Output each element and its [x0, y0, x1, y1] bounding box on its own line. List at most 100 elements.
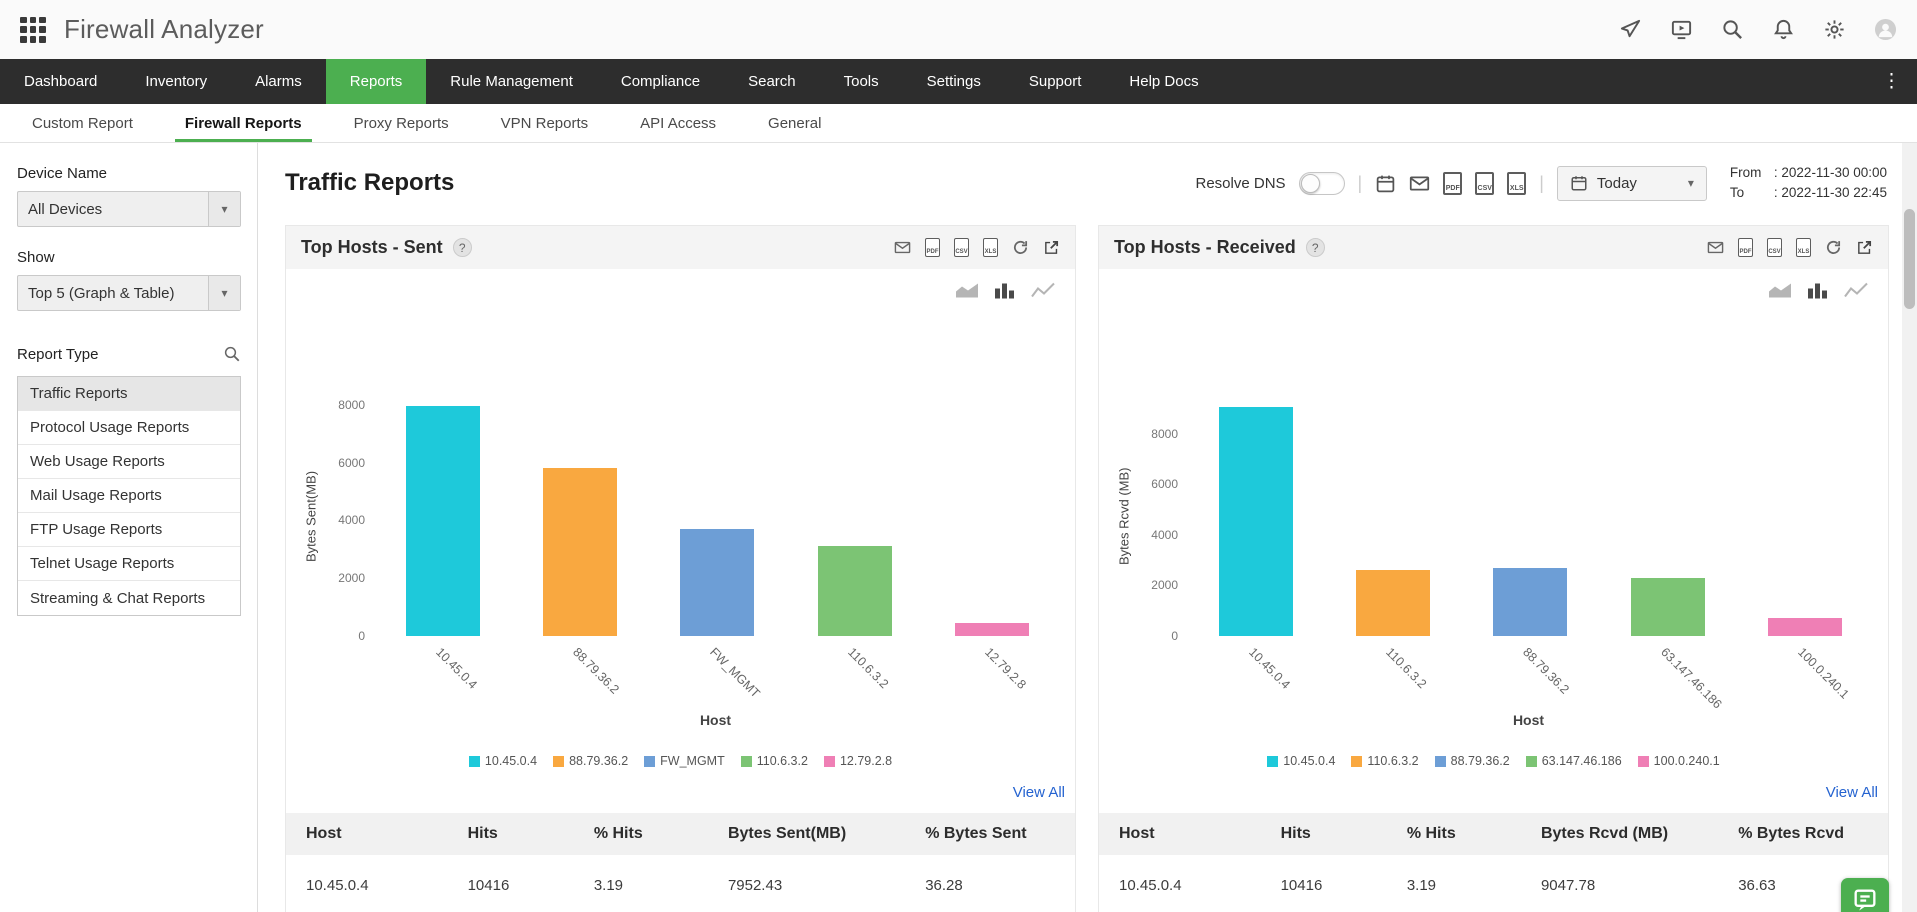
- nav-item-tools[interactable]: Tools: [843, 73, 879, 90]
- bar-12-79-2-8[interactable]: 12.79.2.8: [955, 623, 1030, 692]
- report-type-ftp-usage-reports[interactable]: FTP Usage Reports: [18, 513, 240, 547]
- settings-gear-icon[interactable]: [1823, 18, 1846, 41]
- export-xls-icon[interactable]: XLS: [1796, 238, 1811, 257]
- subnav-item-proxy-reports[interactable]: Proxy Reports: [353, 114, 449, 132]
- csv-label: CSV: [1768, 249, 1781, 255]
- legend-item-12-79-2-8[interactable]: 12.79.2.8: [823, 754, 892, 768]
- refresh-icon[interactable]: [1012, 239, 1029, 256]
- nav-item-reports[interactable]: Reports: [325, 59, 427, 104]
- subnav-item-general[interactable]: General: [768, 114, 822, 132]
- export-pdf-icon[interactable]: PDF: [1738, 238, 1753, 257]
- export-csv-icon[interactable]: CSV: [1475, 171, 1495, 195]
- view-all-link[interactable]: View All: [1012, 784, 1065, 801]
- y-tick-label: 4000: [338, 513, 365, 528]
- export-pdf-icon[interactable]: PDF: [925, 238, 940, 257]
- separator: |: [1357, 172, 1363, 193]
- subnav-item-vpn-reports[interactable]: VPN Reports: [500, 114, 589, 132]
- nav-item-rule-management[interactable]: Rule Management: [450, 73, 573, 90]
- export-pdf-icon[interactable]: PDF: [1443, 171, 1463, 195]
- scrollbar-thumb[interactable]: [1904, 209, 1915, 309]
- nav-item-search[interactable]: Search: [748, 73, 796, 90]
- open-in-new-icon[interactable]: [1043, 239, 1060, 256]
- export-xls-icon[interactable]: XLS: [1507, 171, 1527, 195]
- report-type-streaming-chat-reports[interactable]: Streaming & Chat Reports: [30, 589, 206, 607]
- legend-swatch: [1351, 755, 1363, 767]
- page-title: Traffic Reports: [285, 169, 455, 196]
- legend-item-88-79-36-2[interactable]: 88.79.36.2: [1434, 754, 1510, 768]
- line-chart-icon[interactable]: [1031, 282, 1055, 299]
- report-type-traffic-reports[interactable]: Traffic Reports: [18, 377, 240, 411]
- nav-overflow-kebab-icon[interactable]: ⋮: [1882, 71, 1901, 92]
- legend-item-63-147-46-186[interactable]: 63.147.46.186: [1525, 754, 1622, 768]
- bar-110-6-3-2[interactable]: 110.6.3.2: [817, 546, 892, 691]
- report-type-search-icon[interactable]: [223, 345, 241, 363]
- notifications-bell-icon[interactable]: [1772, 18, 1795, 41]
- bar-chart-icon[interactable]: [1806, 282, 1830, 299]
- resolve-dns-toggle[interactable]: [1298, 171, 1345, 195]
- chevron-down-icon[interactable]: ▾: [208, 192, 240, 226]
- host-link[interactable]: 10.45.0.4: [1099, 855, 1273, 912]
- user-avatar[interactable]: [1874, 18, 1897, 41]
- report-type-mail-usage-reports[interactable]: Mail Usage Reports: [18, 479, 240, 513]
- nav-item-settings[interactable]: Settings: [926, 73, 981, 90]
- help-icon[interactable]: ?: [1305, 238, 1325, 257]
- subnav-item-api-access[interactable]: API Access: [640, 114, 717, 132]
- view-all-link[interactable]: View All: [1825, 784, 1878, 801]
- chevron-down-icon[interactable]: ▾: [208, 276, 240, 310]
- legend-item-10-45-0-4[interactable]: 10.45.0.4: [1267, 754, 1335, 768]
- report-type-protocol-usage-reports[interactable]: Protocol Usage Reports: [18, 411, 240, 445]
- email-report-icon[interactable]: [1707, 239, 1724, 256]
- bar-63-147-46-186[interactable]: 63.147.46.186: [1630, 577, 1724, 711]
- legend-item-88-79-36-2[interactable]: 88.79.36.2: [553, 754, 628, 768]
- area-chart-icon[interactable]: [1768, 282, 1792, 299]
- bar-88-79-36-2[interactable]: 88.79.36.2: [1493, 567, 1572, 697]
- app-title: Firewall Analyzer: [64, 14, 264, 44]
- bar-88-79-36-2[interactable]: 88.79.36.2: [543, 468, 622, 697]
- legend-item-110-6-3-2[interactable]: 110.6.3.2: [740, 754, 808, 768]
- vertical-scrollbar[interactable]: [1902, 143, 1917, 912]
- report-type-telnet-usage-reports[interactable]: Telnet Usage Reports: [18, 547, 240, 581]
- chevron-down-icon: ▾: [1687, 176, 1694, 190]
- subnav-item-custom-report[interactable]: Custom Report: [32, 114, 133, 132]
- toggle-knob[interactable]: [1300, 173, 1320, 193]
- help-icon[interactable]: ?: [452, 238, 472, 257]
- bar-100-0-240-1[interactable]: 100.0.240.1: [1768, 618, 1852, 702]
- nav-item-dashboard[interactable]: Dashboard: [24, 73, 98, 90]
- legend-item-110-6-3-2[interactable]: 110.6.3.2: [1351, 754, 1419, 768]
- export-csv-icon[interactable]: CSV: [954, 238, 969, 257]
- nav-item-inventory[interactable]: Inventory: [145, 73, 208, 90]
- schedule-calendar-icon[interactable]: [1375, 173, 1396, 194]
- legend-item-10-45-0-4[interactable]: 10.45.0.4: [468, 754, 537, 768]
- support-chat-button[interactable]: [1841, 878, 1889, 912]
- device-select[interactable]: All Devices ▾: [17, 191, 241, 227]
- bar-10-45-0-4[interactable]: 10.45.0.4: [405, 406, 480, 692]
- bar-110-6-3-2[interactable]: 110.6.3.2: [1356, 570, 1431, 691]
- email-report-icon[interactable]: [1409, 173, 1430, 194]
- getting-started-rocket-icon[interactable]: [1619, 18, 1642, 41]
- legend-item-100-0-240-1[interactable]: 100.0.240.1: [1637, 754, 1720, 768]
- open-in-new-icon[interactable]: [1856, 239, 1873, 256]
- report-type-web-usage-reports[interactable]: Web Usage Reports: [18, 445, 240, 479]
- bar-fw-mgmt[interactable]: FW_MGMT: [680, 529, 763, 701]
- refresh-icon[interactable]: [1825, 239, 1842, 256]
- show-select[interactable]: Top 5 (Graph & Table) ▾: [17, 275, 241, 311]
- email-report-icon[interactable]: [894, 239, 911, 256]
- legend-swatch: [1525, 755, 1537, 767]
- period-select[interactable]: Today ▾: [1556, 165, 1707, 201]
- nav-item-support[interactable]: Support: [1028, 73, 1082, 90]
- apps-grid-icon[interactable]: [20, 16, 46, 43]
- bar-chart-icon[interactable]: [993, 282, 1017, 299]
- export-xls-icon[interactable]: XLS: [983, 238, 998, 257]
- area-chart-icon[interactable]: [955, 282, 979, 299]
- host-link[interactable]: 10.45.0.4: [286, 855, 460, 912]
- subnav-item-firewall-reports[interactable]: Firewall Reports: [159, 104, 328, 142]
- bar-10-45-0-4[interactable]: 10.45.0.4: [1218, 407, 1293, 692]
- nav-item-alarms[interactable]: Alarms: [255, 73, 302, 90]
- nav-item-help-docs[interactable]: Help Docs: [1129, 73, 1199, 90]
- export-csv-icon[interactable]: CSV: [1767, 238, 1782, 257]
- line-chart-icon[interactable]: [1844, 282, 1868, 299]
- nav-item-compliance[interactable]: Compliance: [620, 73, 701, 90]
- global-search-icon[interactable]: [1721, 18, 1744, 41]
- legend-item-fw-mgmt[interactable]: FW_MGMT: [644, 754, 725, 768]
- demo-screen-icon[interactable]: [1670, 18, 1693, 41]
